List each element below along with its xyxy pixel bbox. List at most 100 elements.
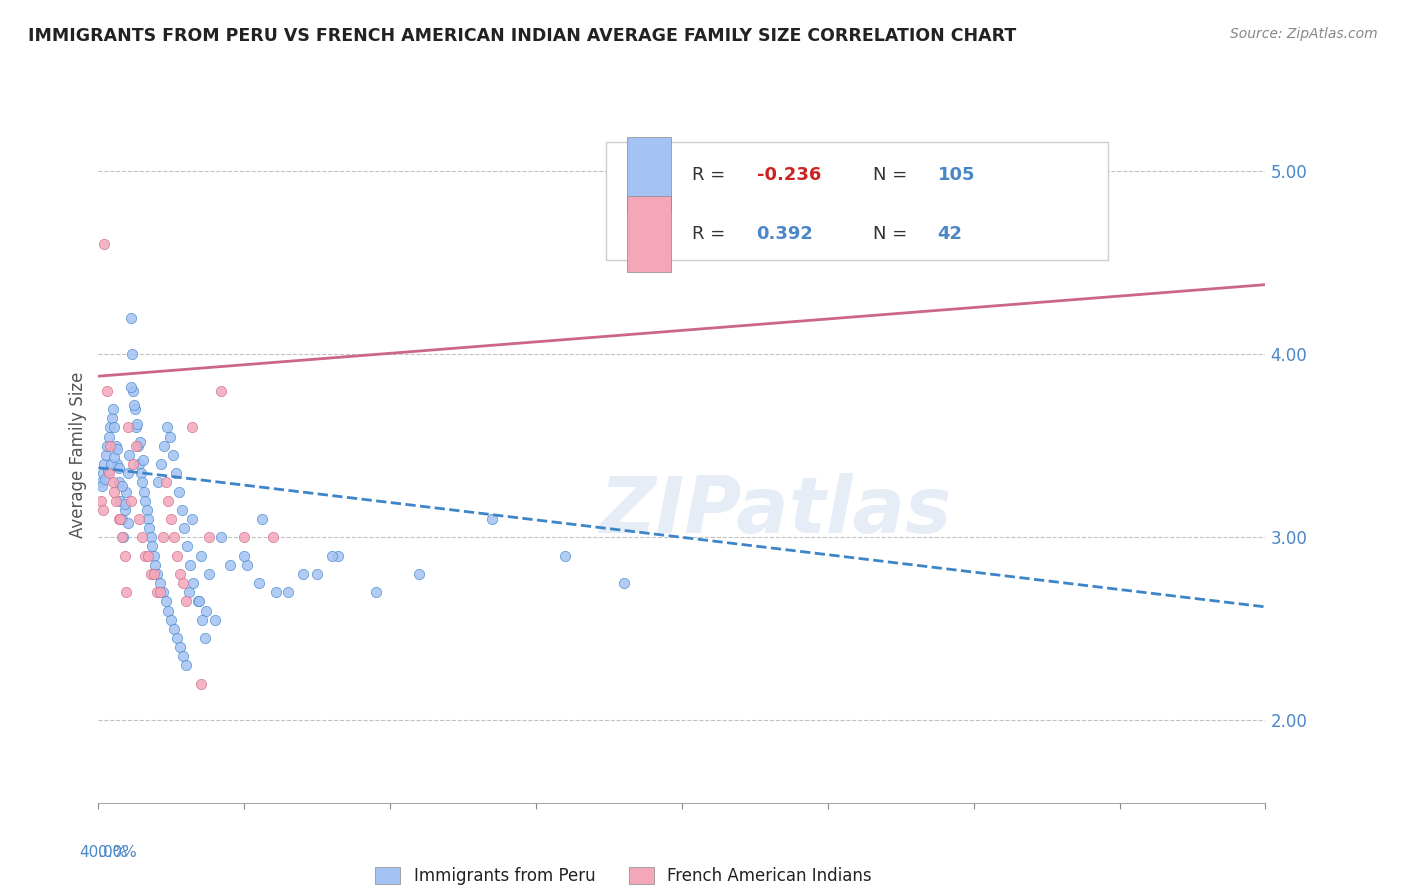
Point xyxy=(266,585,288,599)
Point xyxy=(150,457,173,471)
Point xyxy=(169,640,191,655)
Point xyxy=(120,493,142,508)
Point xyxy=(321,549,343,563)
Point xyxy=(142,566,165,581)
Point xyxy=(96,384,118,398)
Point xyxy=(108,512,131,526)
Point xyxy=(132,453,155,467)
Point xyxy=(101,402,124,417)
Point xyxy=(100,457,122,471)
Point xyxy=(166,549,188,563)
Point xyxy=(104,439,127,453)
Point xyxy=(233,549,256,563)
Point xyxy=(148,475,170,490)
Point xyxy=(250,512,273,526)
Point xyxy=(153,439,176,453)
Point xyxy=(218,558,240,572)
Point xyxy=(104,493,127,508)
Point xyxy=(120,380,142,394)
Point xyxy=(131,530,153,544)
Point xyxy=(209,384,232,398)
Point xyxy=(408,566,430,581)
Point xyxy=(128,457,150,471)
Point xyxy=(117,420,139,434)
Point xyxy=(326,549,349,563)
Point xyxy=(125,439,148,453)
Point xyxy=(1064,201,1087,215)
Text: 0.0%: 0.0% xyxy=(98,845,138,860)
Point xyxy=(146,585,169,599)
Point xyxy=(134,493,156,508)
Point xyxy=(194,631,217,645)
Point xyxy=(105,442,128,457)
Point xyxy=(174,594,197,608)
Point xyxy=(108,475,131,490)
Point xyxy=(131,475,153,490)
Point xyxy=(176,540,198,554)
Point xyxy=(90,479,112,493)
Point xyxy=(122,384,145,398)
Point xyxy=(97,464,120,478)
Point xyxy=(118,448,141,462)
Point xyxy=(128,512,150,526)
Point xyxy=(117,467,139,481)
Point xyxy=(172,649,194,664)
Text: Source: ZipAtlas.com: Source: ZipAtlas.com xyxy=(1230,27,1378,41)
Point xyxy=(122,457,145,471)
Point xyxy=(94,472,117,486)
Point xyxy=(105,457,128,471)
Point xyxy=(177,585,200,599)
Point xyxy=(191,613,214,627)
Point xyxy=(188,594,211,608)
Point xyxy=(169,566,191,581)
Text: N =: N = xyxy=(873,225,914,244)
Point xyxy=(172,576,194,591)
Point xyxy=(180,420,202,434)
Point xyxy=(110,493,132,508)
Point xyxy=(198,530,221,544)
Point xyxy=(163,622,186,636)
FancyBboxPatch shape xyxy=(606,142,1108,260)
Point xyxy=(115,585,138,599)
Point xyxy=(160,613,183,627)
Legend: Immigrants from Peru, French American Indians: Immigrants from Peru, French American In… xyxy=(368,861,879,892)
Point xyxy=(134,549,156,563)
Point xyxy=(159,429,181,443)
Point xyxy=(198,566,221,581)
Point xyxy=(157,603,180,617)
Point xyxy=(129,467,152,481)
Point xyxy=(97,429,120,443)
Point xyxy=(121,347,143,361)
Point xyxy=(166,631,188,645)
Point xyxy=(98,439,121,453)
Point xyxy=(125,417,148,431)
Point xyxy=(103,450,125,464)
Point xyxy=(94,448,117,462)
Point xyxy=(91,503,114,517)
Point xyxy=(190,549,212,563)
Point xyxy=(132,484,155,499)
Y-axis label: Average Family Size: Average Family Size xyxy=(69,372,87,538)
Point xyxy=(180,512,202,526)
Point xyxy=(146,566,169,581)
Point xyxy=(91,467,114,481)
Point xyxy=(156,420,179,434)
Point xyxy=(142,549,165,563)
Point xyxy=(120,310,142,325)
Point xyxy=(173,521,195,535)
Point xyxy=(174,658,197,673)
Point xyxy=(101,475,124,490)
Point xyxy=(93,237,115,252)
FancyBboxPatch shape xyxy=(627,196,672,272)
Point xyxy=(98,420,121,434)
Point xyxy=(111,479,134,493)
Point xyxy=(157,493,180,508)
FancyBboxPatch shape xyxy=(627,136,672,213)
Point xyxy=(97,467,120,481)
Point xyxy=(190,677,212,691)
Point xyxy=(103,420,125,434)
Point xyxy=(149,576,172,591)
Point xyxy=(110,512,132,526)
Text: 40.0%: 40.0% xyxy=(79,845,128,860)
Point xyxy=(162,448,184,462)
